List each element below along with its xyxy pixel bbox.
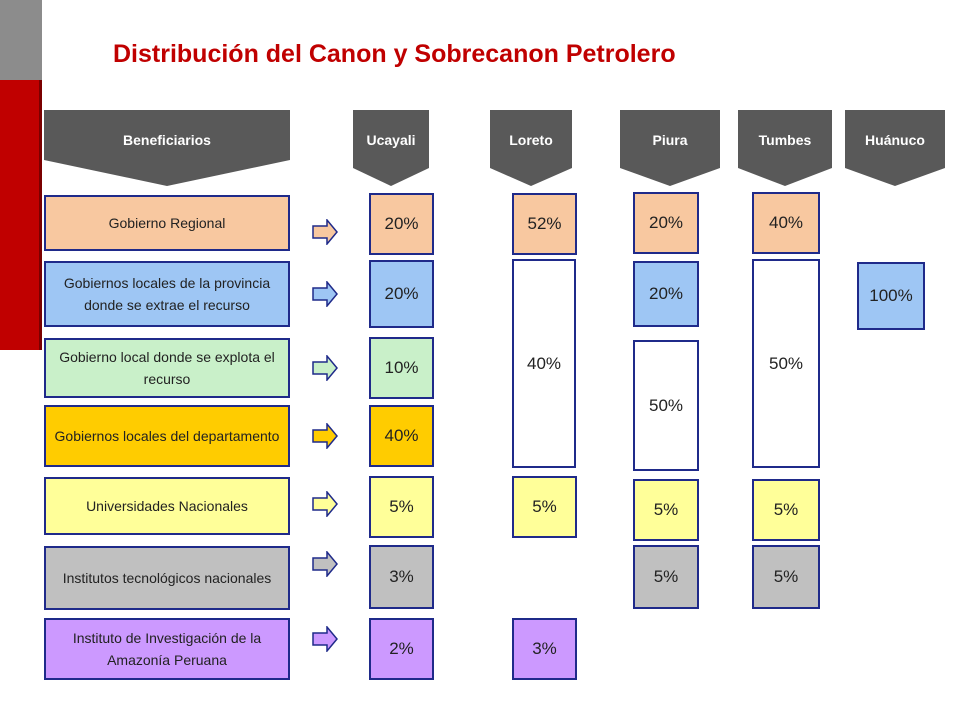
beneficiary-iiap: Instituto de Investigación de la Amazoní… (44, 618, 290, 680)
ucayali-gobierno-regional-value: 20% (369, 193, 434, 255)
header-beneficiarios-label: Beneficiarios (123, 132, 211, 148)
huanuco-provincia-value: 100% (857, 262, 925, 330)
right-arrow-icon (312, 355, 338, 381)
tumbes-universidades-value: 5% (752, 479, 820, 541)
side-bar-red (0, 80, 42, 350)
page-title: Distribución del Canon y Sobrecanon Petr… (113, 40, 676, 68)
ucayali-institutos-value: 3% (369, 545, 434, 609)
ucayali-provincia-value: 20% (369, 260, 434, 328)
tumbes-institutos-value: 5% (752, 545, 820, 609)
piura-gobierno-regional-value: 20% (633, 192, 699, 254)
header-piura-label: Piura (652, 132, 688, 148)
ucayali-iiap-value: 2% (369, 618, 434, 680)
header-tumbes-label: Tumbes (758, 132, 812, 148)
loreto-gobiernos-locales-value: 40% (512, 259, 576, 468)
loreto-iiap-value: 3% (512, 618, 577, 680)
ucayali-universidades-value: 5% (369, 476, 434, 538)
beneficiary-gobierno-regional: Gobierno Regional (44, 195, 290, 251)
header-beneficiarios: Beneficiarios (44, 110, 290, 186)
right-arrow-icon (312, 423, 338, 449)
header-ucayali-label: Ucayali (366, 132, 416, 148)
beneficiary-gobiernos-locales-departamento: Gobiernos locales del departamento (44, 405, 290, 467)
ucayali-local-value: 10% (369, 337, 434, 399)
header-huanuco-label: Huánuco (865, 132, 925, 148)
right-arrow-icon (312, 626, 338, 652)
header-piura: Piura (620, 110, 720, 186)
side-bar-grey (0, 0, 42, 80)
right-arrow-icon (312, 491, 338, 517)
header-loreto-label: Loreto (509, 132, 553, 148)
loreto-universidades-value: 5% (512, 476, 577, 538)
piura-locales-value: 50% (633, 340, 699, 471)
header-banner-shape (353, 110, 429, 186)
header-huanuco: Huánuco (845, 110, 945, 186)
header-banner-shape (738, 110, 832, 186)
header-banner-shape (620, 110, 720, 186)
right-arrow-icon (312, 219, 338, 245)
header-tumbes: Tumbes (738, 110, 832, 186)
right-arrow-icon (312, 281, 338, 307)
beneficiary-universidades: Universidades Nacionales (44, 477, 290, 535)
header-loreto: Loreto (490, 110, 572, 186)
header-banner-shape (44, 110, 290, 186)
header-banner-shape (490, 110, 572, 186)
header-ucayali: Ucayali (353, 110, 429, 186)
beneficiary-gobiernos-locales-provincia: Gobiernos locales de la provincia donde … (44, 261, 290, 327)
beneficiary-institutos: Institutos tecnológicos nacionales (44, 546, 290, 610)
piura-universidades-value: 5% (633, 479, 699, 541)
beneficiary-gobierno-local: Gobierno local donde se explota el recur… (44, 338, 290, 398)
piura-institutos-value: 5% (633, 545, 699, 609)
piura-provincia-value: 20% (633, 261, 699, 327)
tumbes-gobiernos-locales-value: 50% (752, 259, 820, 468)
tumbes-gobierno-regional-value: 40% (752, 192, 820, 254)
right-arrow-icon (312, 551, 338, 577)
ucayali-departamento-value: 40% (369, 405, 434, 467)
header-banner-shape (845, 110, 945, 186)
loreto-gobierno-regional-value: 52% (512, 193, 577, 255)
